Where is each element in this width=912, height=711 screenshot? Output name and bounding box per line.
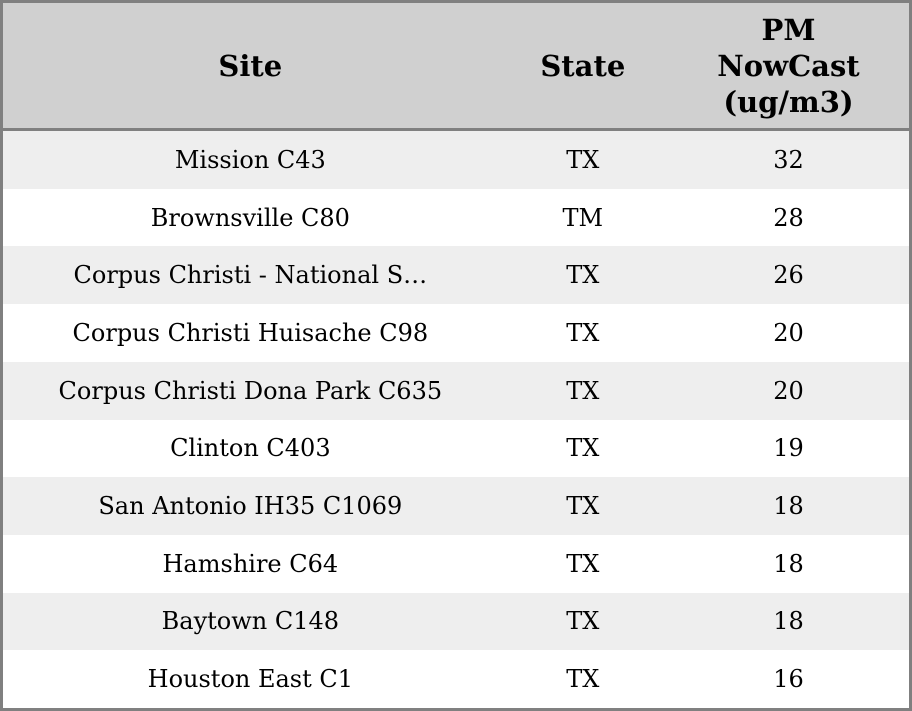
state-cell: TX [566,376,600,405]
site-cell: Mission C43 [174,145,326,174]
site-cell: Corpus Christi Huisache C98 [72,318,429,347]
pm-nowcast-cell: 16 [773,665,804,694]
table-row[interactable]: Corpus Christi - National S… TX 26 [3,246,909,305]
site-cell: San Antonio IH35 C1069 [98,492,403,521]
site-cell: Clinton C403 [170,434,331,463]
table-row[interactable]: Baytown C148 TX 18 [3,592,909,651]
pm-nowcast-cell: 20 [773,376,804,405]
pm-nowcast-cell: 18 [773,492,804,521]
state-cell: TM [562,203,604,232]
state-cell: TX [566,665,600,694]
table-row[interactable]: Mission C43 TX 32 [3,131,909,189]
table-row[interactable]: Corpus Christi Dona Park C635 TX 20 [3,361,909,420]
state-cell: TX [566,318,600,347]
table-row[interactable]: Corpus Christi Huisache C98 TX 20 [3,304,909,362]
site-cell: Brownsville C80 [150,203,350,232]
site-cell: Houston East C1 [147,665,354,694]
site-cell: Hamshire C64 [162,549,339,578]
state-cell: TX [566,607,600,636]
table-header: Site State PM NowCast (ug/m3) [3,3,909,131]
pm-nowcast-cell: 18 [773,549,804,578]
table-row[interactable]: San Antonio IH35 C1069 TX 18 [3,477,909,535]
table-row[interactable]: Brownsville C80 TM 28 [3,188,909,247]
pm-nowcast-cell: 20 [773,318,804,347]
pm-nowcast-cell: 19 [773,434,804,463]
column-header-pm-nowcast[interactable]: PM NowCast (ug/m3) [717,12,860,119]
state-cell: TX [566,434,600,463]
column-header-site[interactable]: Site [218,48,283,83]
table-body: Mission C43 TX 32 Brownsville C80 TM 28 … [3,131,909,708]
site-cell: Baytown C148 [161,607,340,636]
state-cell: TX [566,492,600,521]
pm-nowcast-cell: 32 [773,145,804,174]
table-row[interactable]: Hamshire C64 TX 18 [3,534,909,593]
site-cell: Corpus Christi Dona Park C635 [58,376,443,405]
state-cell: TX [566,549,600,578]
state-cell: TX [566,145,600,174]
pm-nowcast-cell: 26 [773,261,804,290]
column-header-state[interactable]: State [540,48,626,83]
pm-nowcast-cell: 28 [773,203,804,232]
table-row[interactable]: Clinton C403 TX 19 [3,419,909,478]
state-cell: TX [566,261,600,290]
table-row[interactable]: Houston East C1 TX 16 [3,650,909,708]
pm-nowcast-cell: 18 [773,607,804,636]
site-cell: Corpus Christi - National S… [73,261,428,290]
